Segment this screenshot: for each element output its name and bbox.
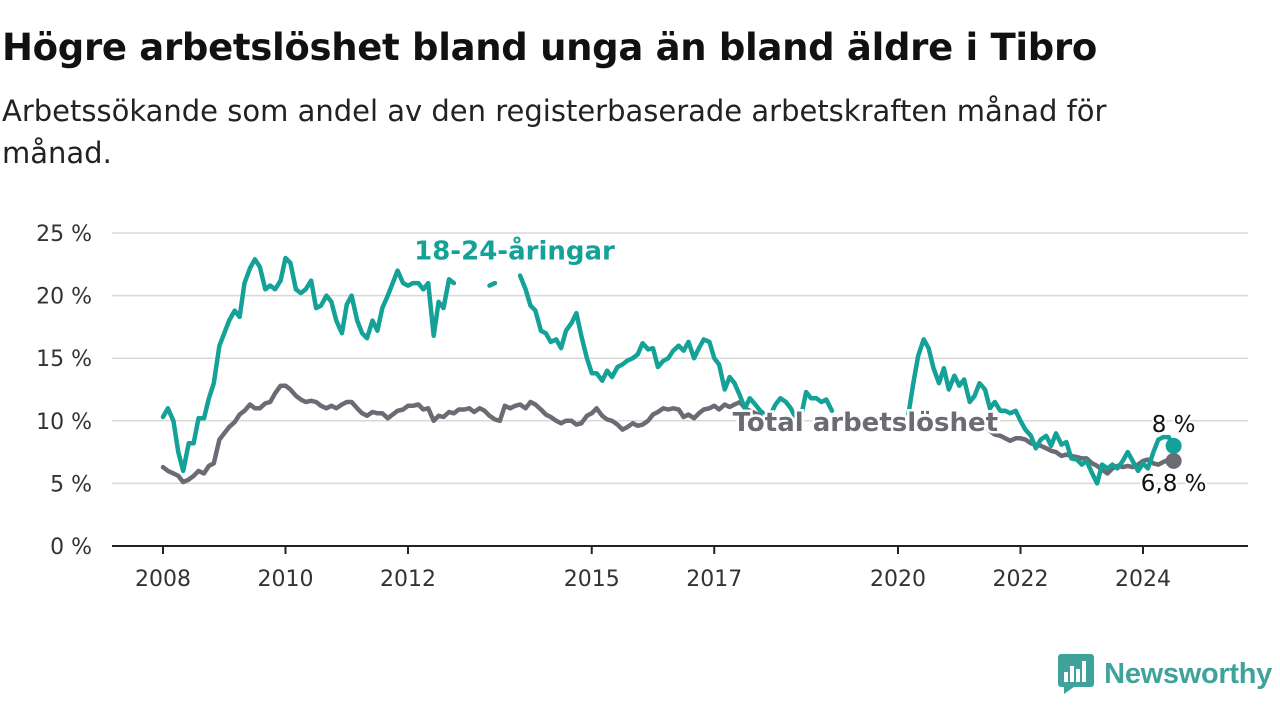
series-line-total — [160, 383, 768, 485]
y-tick-label: 20 % — [36, 285, 92, 310]
x-axis: 2008 2010 2012 2015 2017 2020 2022 2024 — [112, 545, 1248, 592]
series-labels: 18-24-åringar Total arbetslöshet 8 % 6,8 % — [412, 232, 1209, 499]
series-line-youth — [487, 280, 498, 288]
x-tick-label: 2012 — [380, 567, 436, 592]
newsworthy-logo-icon — [1058, 654, 1095, 694]
series-label: 18-24-åringar — [414, 234, 615, 266]
series-label: Total arbetslöshet — [733, 408, 998, 438]
y-tick-label: 5 % — [50, 472, 92, 497]
x-tick-label: 2010 — [258, 567, 314, 592]
x-tick-label: 2024 — [1115, 567, 1171, 592]
y-tick-label: 10 % — [36, 410, 92, 435]
x-tick-label: 2008 — [135, 567, 191, 592]
series-lines — [160, 255, 1182, 486]
end-point-marker — [1165, 437, 1182, 454]
y-tick-label: 15 % — [36, 347, 92, 372]
x-tick-label: 2022 — [993, 567, 1049, 592]
chart-subtitle: Arbetssökande som andel av den registerb… — [2, 94, 1107, 170]
series-line-youth — [160, 255, 457, 474]
end-point-marker — [1165, 452, 1182, 469]
end-value-label: 8 % — [1152, 412, 1196, 438]
x-tick-label: 2017 — [686, 567, 742, 592]
x-tick-label: 2020 — [870, 567, 926, 592]
series-line-youth — [906, 337, 1176, 486]
line-chart: 0 %5 %10 %15 %20 %25 % 2008 2010 2012 2015 2… — [36, 222, 1248, 592]
series-line-youth — [517, 273, 835, 421]
chart-title: Högre arbetslöshet bland unga än bland ä… — [2, 26, 1098, 69]
series-line-youth — [875, 412, 890, 424]
end-value-label: 6,8 % — [1141, 471, 1207, 497]
brand-name: Newsworthy — [1104, 657, 1272, 690]
y-tick-label: 25 % — [36, 222, 92, 247]
x-tick-label: 2015 — [564, 567, 620, 592]
newsworthy-brand: Newsworthy — [1058, 654, 1272, 694]
y-tick-label: 0 % — [50, 535, 92, 560]
y-axis-ticks: 0 % 5 % 10 % 15 % 20 % 25 % — [36, 222, 92, 560]
gridlines — [112, 232, 1248, 485]
